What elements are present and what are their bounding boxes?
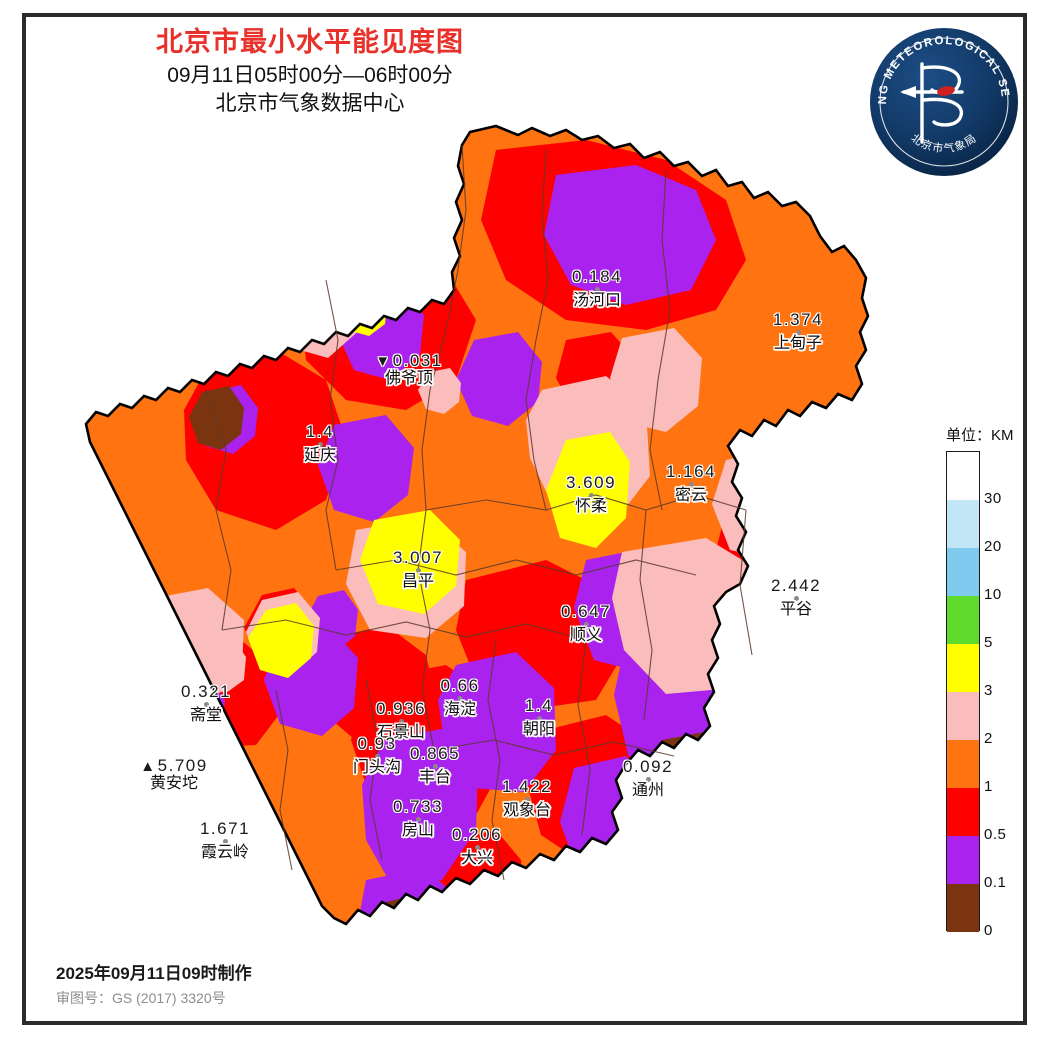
legend-band-2 (947, 692, 979, 740)
footer: 2025年09月11日09时制作 审图号：GS (2017) 3320号 (56, 962, 252, 1008)
legend-band-5 (947, 596, 979, 644)
legend-band-3 (947, 644, 979, 692)
legend-tick-0: 0 (984, 921, 993, 939)
visibility-contour-fill (86, 126, 868, 924)
legend-unit-label: 单位：KM (946, 427, 1014, 444)
legend-band-0 (947, 884, 979, 932)
legend-colorbar (946, 451, 980, 932)
time-range-subtitle: 09月11日05时00分—06时00分 (167, 63, 453, 87)
legend-tick-10: 10 (984, 585, 1002, 603)
legend-band-30 (947, 452, 979, 500)
legend-band-1 (947, 740, 979, 788)
map-review-number: 审图号：GS (2017) 3320号 (56, 989, 226, 1006)
legend-band-0.5 (947, 788, 979, 836)
legend-tick-3: 3 (984, 681, 993, 699)
organization-subtitle: 北京市气象数据中心 (215, 92, 405, 116)
legend-tick-1: 1 (984, 777, 993, 795)
visibility-map: 0.184 汤河口 1.374 上甸子 0.031 佛爷顶 1.4 延庆 3.6… (26, 40, 926, 970)
legend-band-20 (947, 500, 979, 548)
legend-tick-0.1: 0.1 (984, 873, 1007, 891)
district-boundaries (205, 144, 753, 881)
production-date: 2025年09月11日09时制作 (56, 964, 252, 983)
page-frame (22, 13, 1027, 1025)
page-title: 北京市最小水平能见度图 (156, 27, 464, 57)
legend: 单位：KM 30 20 10 5 3 2 1 0.5 0.1 0 (938, 424, 1024, 939)
legend-band-10 (947, 548, 979, 596)
beijing-meteorological-service-logo: BEIJING METEOROLOGICAL SERVICE 北京市气象局 (866, 24, 1022, 180)
legend-tick-5: 5 (984, 633, 993, 651)
legend-tick-20: 20 (984, 537, 1002, 555)
legend-bar-wrapper: 30 20 10 5 3 2 1 0.5 0.1 0 (938, 451, 1020, 939)
title-block: 北京市最小水平能见度图 09月11日05时00分—06时00分 北京市气象数据中… (120, 26, 500, 118)
legend-tick-0.5: 0.5 (984, 825, 1007, 843)
municipality-boundary (84, 124, 870, 926)
legend-tick-2: 2 (984, 729, 993, 747)
legend-tick-30: 30 (984, 489, 1002, 507)
legend-band-0.1 (947, 836, 979, 884)
